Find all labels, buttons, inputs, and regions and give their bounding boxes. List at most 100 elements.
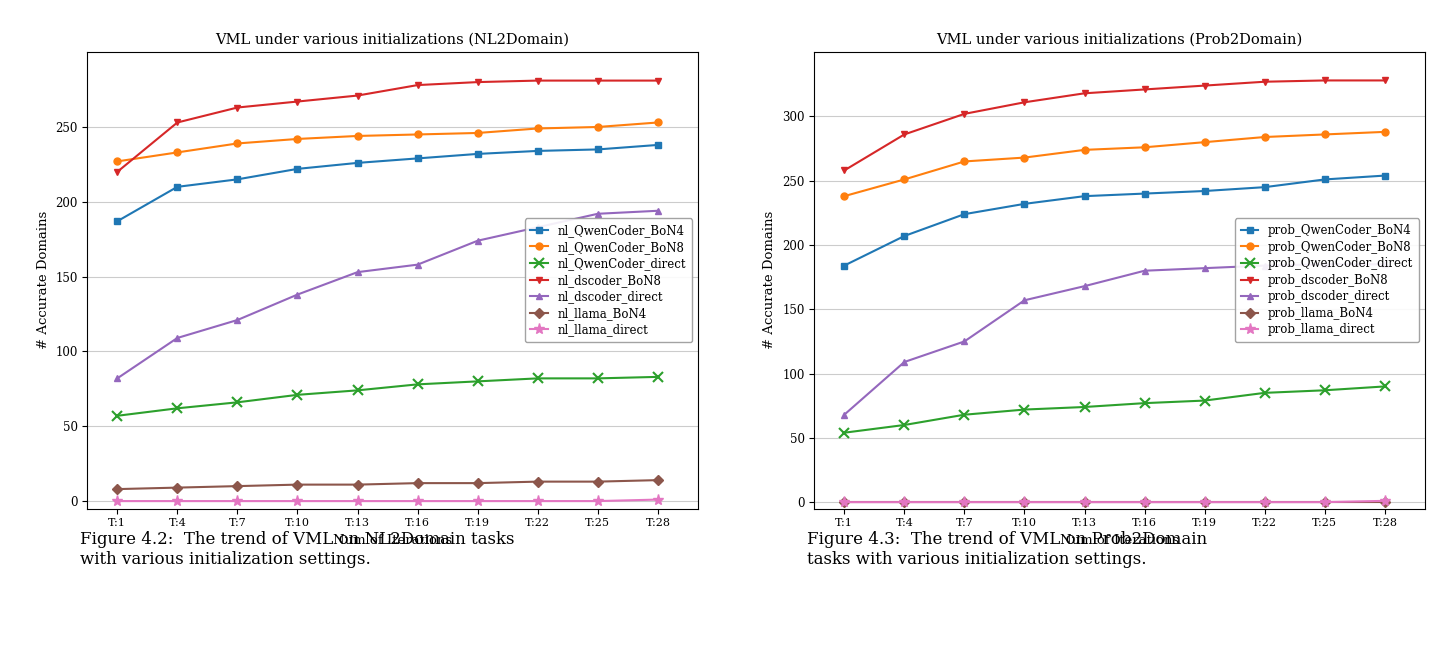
prob_dscoder_BoN8 bbox=[1076, 89, 1093, 97]
prob_QwenCoder_direct bbox=[836, 429, 853, 437]
prob_QwenCoder_BoN8 bbox=[1256, 133, 1274, 141]
prob_QwenCoder_BoN4 bbox=[955, 210, 973, 218]
nl_QwenCoder_direct bbox=[289, 391, 307, 399]
Legend: nl_QwenCoder_BoN4, nl_QwenCoder_BoN8, nl_QwenCoder_direct, nl_dscoder_BoN8, nl_d: nl_QwenCoder_BoN4, nl_QwenCoder_BoN8, nl… bbox=[525, 218, 692, 342]
nl_QwenCoder_direct bbox=[470, 378, 487, 385]
nl_QwenCoder_direct bbox=[648, 373, 666, 381]
nl_QwenCoder_BoN4 bbox=[349, 159, 366, 167]
nl_QwenCoder_BoN4 bbox=[529, 147, 547, 155]
Line: prob_QwenCoder_BoN4: prob_QwenCoder_BoN4 bbox=[840, 172, 1389, 269]
prob_llama_direct bbox=[1016, 498, 1034, 506]
prob_QwenCoder_direct bbox=[1136, 399, 1153, 407]
prob_llama_BoN4 bbox=[1136, 498, 1153, 506]
prob_llama_BoN4 bbox=[1016, 498, 1034, 506]
nl_QwenCoder_BoN4 bbox=[648, 141, 666, 149]
nl_dscoder_direct bbox=[289, 291, 307, 299]
nl_llama_BoN4 bbox=[529, 478, 547, 486]
prob_QwenCoder_BoN8 bbox=[955, 158, 973, 166]
prob_QwenCoder_direct bbox=[1016, 406, 1034, 413]
nl_llama_BoN4 bbox=[409, 479, 426, 487]
nl_QwenCoder_BoN4 bbox=[228, 175, 246, 183]
prob_dscoder_BoN8 bbox=[1375, 76, 1393, 84]
nl_llama_BoN4 bbox=[470, 479, 487, 487]
prob_llama_direct bbox=[1136, 498, 1153, 506]
nl_llama_BoN4 bbox=[648, 476, 666, 484]
prob_QwenCoder_BoN8 bbox=[1076, 146, 1093, 154]
nl_llama_direct bbox=[529, 497, 547, 505]
prob_llama_BoN4 bbox=[1256, 498, 1274, 506]
nl_dscoder_direct bbox=[169, 334, 186, 342]
nl_QwenCoder_BoN4 bbox=[409, 155, 426, 162]
nl_dscoder_direct bbox=[349, 268, 366, 276]
nl_QwenCoder_BoN4 bbox=[109, 217, 126, 225]
nl_dscoder_BoN8 bbox=[409, 81, 426, 89]
prob_dscoder_direct bbox=[1016, 297, 1034, 304]
nl_QwenCoder_direct bbox=[349, 387, 366, 394]
nl_dscoder_direct bbox=[409, 261, 426, 269]
Line: prob_llama_BoN4: prob_llama_BoN4 bbox=[840, 499, 1389, 505]
nl_QwenCoder_BoN8 bbox=[589, 123, 606, 131]
nl_QwenCoder_BoN4 bbox=[589, 145, 606, 153]
prob_QwenCoder_BoN4 bbox=[1016, 200, 1034, 208]
nl_llama_direct bbox=[228, 497, 246, 505]
prob_llama_BoN4 bbox=[896, 498, 913, 506]
prob_QwenCoder_BoN4 bbox=[1316, 175, 1333, 183]
prob_llama_BoN4 bbox=[836, 498, 853, 506]
prob_dscoder_direct bbox=[1316, 260, 1333, 268]
nl_dscoder_BoN8 bbox=[589, 77, 606, 85]
prob_llama_direct bbox=[1076, 498, 1093, 506]
prob_QwenCoder_direct bbox=[1316, 387, 1333, 394]
nl_QwenCoder_direct bbox=[109, 412, 126, 420]
prob_QwenCoder_BoN8 bbox=[1016, 154, 1034, 162]
nl_dscoder_direct bbox=[529, 224, 547, 231]
prob_QwenCoder_BoN8 bbox=[1136, 143, 1153, 151]
prob_QwenCoder_direct bbox=[1076, 403, 1093, 411]
prob_llama_BoN4 bbox=[1076, 498, 1093, 506]
Line: nl_dscoder_BoN8: nl_dscoder_BoN8 bbox=[113, 77, 662, 175]
nl_llama_direct bbox=[470, 497, 487, 505]
Title: VML under various initializations (Prob2Domain): VML under various initializations (Prob2… bbox=[936, 33, 1303, 47]
prob_QwenCoder_direct bbox=[1375, 383, 1393, 391]
nl_QwenCoder_BoN8 bbox=[409, 130, 426, 138]
X-axis label: Num of Iterations: Num of Iterations bbox=[1060, 534, 1179, 547]
nl_QwenCoder_direct bbox=[589, 374, 606, 382]
prob_llama_BoN4 bbox=[1316, 498, 1333, 506]
prob_llama_direct bbox=[1256, 498, 1274, 506]
prob_dscoder_BoN8 bbox=[1316, 76, 1333, 84]
nl_QwenCoder_BoN8 bbox=[228, 140, 246, 147]
prob_QwenCoder_direct bbox=[896, 421, 913, 429]
nl_dscoder_BoN8 bbox=[349, 92, 366, 100]
prob_dscoder_direct bbox=[1136, 267, 1153, 274]
Line: nl_QwenCoder_direct: nl_QwenCoder_direct bbox=[112, 372, 663, 421]
nl_dscoder_direct bbox=[648, 207, 666, 215]
nl_QwenCoder_BoN4 bbox=[169, 183, 186, 191]
nl_dscoder_direct bbox=[109, 374, 126, 382]
Line: nl_llama_BoN4: nl_llama_BoN4 bbox=[113, 477, 662, 492]
prob_QwenCoder_BoN8 bbox=[896, 175, 913, 183]
prob_QwenCoder_BoN8 bbox=[836, 192, 853, 200]
prob_QwenCoder_direct bbox=[1256, 389, 1274, 397]
nl_QwenCoder_direct bbox=[169, 404, 186, 412]
nl_llama_BoN4 bbox=[109, 485, 126, 493]
prob_dscoder_direct bbox=[1197, 264, 1214, 272]
Line: prob_QwenCoder_BoN8: prob_QwenCoder_BoN8 bbox=[840, 128, 1389, 200]
Title: VML under various initializations (NL2Domain): VML under various initializations (NL2Do… bbox=[215, 33, 570, 47]
prob_QwenCoder_BoN4 bbox=[1136, 190, 1153, 198]
prob_dscoder_BoN8 bbox=[1016, 98, 1034, 106]
prob_llama_direct bbox=[1375, 497, 1393, 505]
prob_llama_direct bbox=[896, 498, 913, 506]
prob_dscoder_direct bbox=[1076, 282, 1093, 290]
nl_llama_direct bbox=[349, 497, 366, 505]
prob_QwenCoder_direct bbox=[955, 411, 973, 419]
nl_llama_direct bbox=[648, 496, 666, 503]
nl_QwenCoder_direct bbox=[529, 374, 547, 382]
Y-axis label: # Accurate Domains: # Accurate Domains bbox=[763, 211, 776, 349]
prob_QwenCoder_BoN8 bbox=[1197, 138, 1214, 146]
prob_dscoder_direct bbox=[896, 358, 913, 366]
prob_llama_direct bbox=[1316, 498, 1333, 506]
prob_dscoder_BoN8 bbox=[1256, 78, 1274, 85]
prob_dscoder_BoN8 bbox=[955, 110, 973, 118]
nl_llama_BoN4 bbox=[349, 481, 366, 488]
nl_QwenCoder_direct bbox=[409, 381, 426, 389]
Line: prob_dscoder_BoN8: prob_dscoder_BoN8 bbox=[840, 77, 1389, 174]
